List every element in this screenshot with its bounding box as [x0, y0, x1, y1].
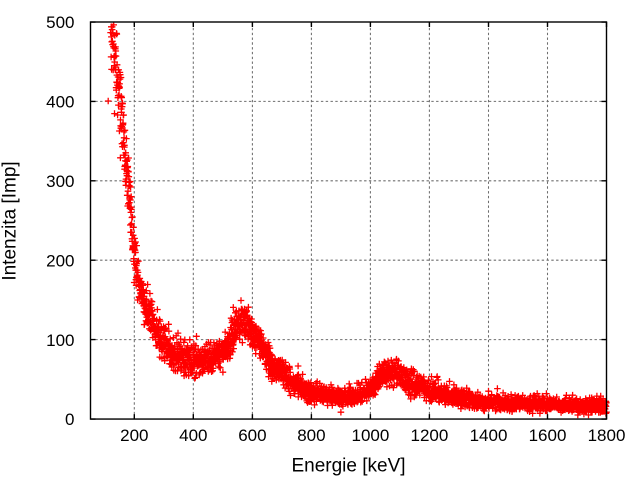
svg-text:1200: 1200 — [410, 426, 448, 445]
svg-text:1000: 1000 — [351, 426, 389, 445]
svg-text:0: 0 — [65, 410, 74, 429]
svg-text:1600: 1600 — [529, 426, 567, 445]
svg-text:200: 200 — [120, 426, 148, 445]
svg-text:600: 600 — [238, 426, 266, 445]
svg-text:200: 200 — [46, 251, 74, 270]
svg-text:400: 400 — [46, 93, 74, 112]
svg-text:Intenzita [Imp]: Intenzita [Imp] — [0, 161, 21, 280]
svg-text:100: 100 — [46, 331, 74, 350]
svg-text:1400: 1400 — [470, 426, 508, 445]
svg-text:Energie [keV]: Energie [keV] — [291, 456, 405, 477]
svg-text:400: 400 — [179, 426, 207, 445]
svg-text:1800: 1800 — [588, 426, 626, 445]
svg-text:300: 300 — [46, 172, 74, 191]
svg-text:800: 800 — [297, 426, 325, 445]
svg-text:500: 500 — [46, 13, 74, 32]
